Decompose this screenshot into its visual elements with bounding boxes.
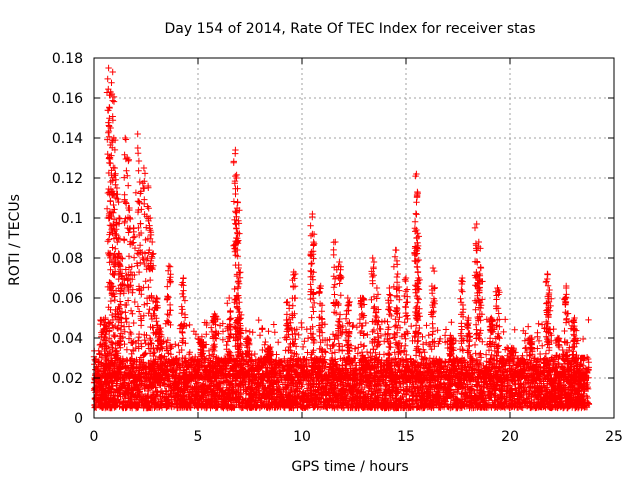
data-points	[90, 64, 593, 412]
y-tick-label: 0.04	[52, 331, 83, 347]
x-tick-label: 0	[90, 429, 99, 445]
y-tick-label: 0.02	[52, 371, 83, 387]
x-tick-label: 10	[293, 429, 311, 445]
plot-border	[93, 57, 615, 419]
ticks	[93, 57, 615, 419]
y-tick-labels: 0 0.02 0.04 0.06 0.08 0.1 0.12 0.14 0.16 0.18	[52, 51, 83, 427]
y-tick-label: 0.08	[52, 251, 83, 267]
y-tick-label: 0.06	[52, 291, 83, 307]
x-tick-label: 20	[501, 429, 519, 445]
x-tick-label: 15	[397, 429, 415, 445]
y-tick-label: 0.12	[52, 171, 83, 187]
y-axis-label: ROTI / TECUs	[7, 194, 23, 286]
y-tick-label: 0.16	[52, 91, 83, 107]
y-tick-label: 0.14	[52, 131, 83, 147]
y-tick-label: 0	[74, 411, 83, 427]
y-tick-label: 0.1	[61, 211, 83, 227]
chart-title: Day 154 of 2014, Rate Of TEC Index for r…	[164, 21, 535, 37]
y-tick-label: 0.18	[52, 51, 83, 67]
x-tick-labels: 0 5 10 15 20 25	[90, 429, 623, 445]
x-tick-label: 5	[194, 429, 203, 445]
x-tick-label: 25	[605, 429, 623, 445]
x-axis-label: GPS time / hours	[291, 459, 408, 475]
data-marker-plus	[90, 64, 593, 412]
